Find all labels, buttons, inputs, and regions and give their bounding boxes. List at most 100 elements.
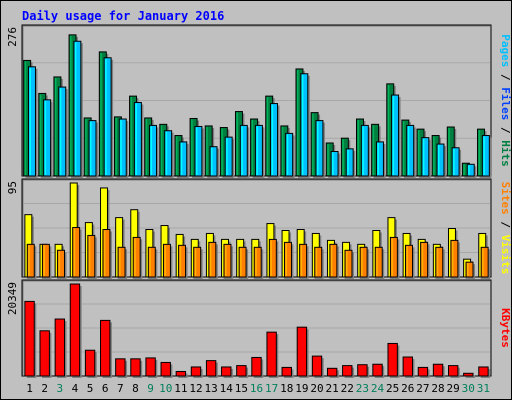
bar-sites-day-22-highlight xyxy=(346,251,348,276)
bar-kbytes-day-8-face xyxy=(130,358,141,377)
bar-sites-day-26-face xyxy=(405,244,413,278)
bar-kbytes-day-5-face xyxy=(84,349,96,377)
bar-hits-day-21-highlight xyxy=(327,143,329,175)
x-label-day-8: 8 xyxy=(132,382,139,395)
bar-visits-day-23-highlight xyxy=(358,245,361,276)
bar-pages-day-19-face xyxy=(300,73,309,177)
bar-kbytes-day-10-face xyxy=(160,361,171,377)
bar-hits-day-9-highlight xyxy=(145,118,148,175)
bar-hits-day-2-highlight xyxy=(39,94,42,175)
bar-pages-day-7 xyxy=(118,118,129,178)
bar-hits-day-18-highlight xyxy=(281,126,284,175)
bar-sites-day-17-highlight xyxy=(270,240,272,276)
x-label-day-3: 3 xyxy=(57,382,64,395)
x-label-day-25: 25 xyxy=(386,382,399,395)
x-label-day-30: 30 xyxy=(462,382,475,395)
bar-pages-day-13-face xyxy=(209,146,218,177)
bar-pages-day-29 xyxy=(451,147,462,178)
x-label-day-29: 29 xyxy=(447,382,460,395)
bar-sites-day-24 xyxy=(374,246,385,279)
bar-pages-day-22-highlight xyxy=(347,149,349,175)
bar-visits-day-17-highlight xyxy=(267,224,270,276)
plot-area: 276 Pages / Files / Hits 95 Sites / Visits 2… xyxy=(6,24,512,378)
bar-pages-day-12-highlight xyxy=(195,127,198,175)
bar-visits-day-16-highlight xyxy=(252,240,255,276)
bar-sites-day-25-face xyxy=(389,236,398,278)
bar-pages-day-17-highlight xyxy=(271,104,274,175)
bar-kbytes-day-8 xyxy=(130,358,143,378)
bar-pages-day-11-highlight xyxy=(180,142,183,175)
bar-kbytes-day-14-highlight xyxy=(222,367,225,375)
bar-pages-day-1-face xyxy=(28,66,36,177)
bar-kbytes-day-2-highlight xyxy=(41,331,43,375)
bar-pages-day-26 xyxy=(406,124,416,178)
bar-sites-day-14-highlight xyxy=(224,245,227,276)
bar-pages-day-8-face xyxy=(133,102,142,177)
bar-kbytes-day-13-highlight xyxy=(207,361,209,375)
bar-sites-day-6 xyxy=(102,229,112,279)
bar-sites-day-14 xyxy=(223,243,233,279)
bar-pages-day-3 xyxy=(58,86,68,178)
bar-kbytes-day-12-highlight xyxy=(192,367,194,375)
legend-top: Pages / Files / Hits xyxy=(499,34,512,167)
bar-kbytes-day-11-highlight xyxy=(177,372,179,375)
bar-kbytes-day-19-highlight xyxy=(298,328,300,375)
bar-sites-day-23-face xyxy=(359,246,368,278)
bar-visits-day-10-highlight xyxy=(162,226,164,276)
legend-visits: Visits xyxy=(499,235,512,275)
bar-sites-day-28 xyxy=(435,246,445,279)
bar-pages-day-25-highlight xyxy=(392,96,395,175)
bar-sites-day-26 xyxy=(405,244,415,279)
bar-pages-day-10-highlight xyxy=(165,131,168,175)
bar-kbytes-day-2-face xyxy=(39,330,50,377)
bar-kbytes-day-14-face xyxy=(221,366,232,377)
bar-pages-day-8-highlight xyxy=(135,103,137,175)
bar-sites-day-18 xyxy=(283,241,294,279)
x-axis-labels: 1 2 3 4 5 6 7 8 9 10 11 12 13 14 15 16 17 18 19 20 21 22 23 24 2… xyxy=(26,382,490,395)
bar-pages-day-14-highlight xyxy=(226,138,228,175)
bar-pages-day-1-highlight xyxy=(29,67,32,175)
bar-pages-day-3-face xyxy=(58,86,67,177)
bar-hits-day-19-highlight xyxy=(296,69,299,175)
bar-hits-day-28-highlight xyxy=(433,136,435,175)
bar-pages-day-30-face xyxy=(466,163,475,177)
bar-sites-day-19 xyxy=(299,243,309,279)
bar-hits-day-22-highlight xyxy=(342,139,344,175)
bar-pages-day-27-face xyxy=(421,137,430,177)
bar-kbytes-day-22-highlight xyxy=(343,366,346,375)
bar-pages-day-17 xyxy=(270,103,280,178)
bar-pages-day-20-face xyxy=(315,120,324,177)
bar-visits-day-21-highlight xyxy=(328,241,330,276)
bar-pages-day-24 xyxy=(375,141,386,178)
bar-visits-day-12-highlight xyxy=(192,240,194,276)
x-label-day-20: 20 xyxy=(310,382,323,395)
bar-kbytes-day-31-highlight xyxy=(479,367,482,375)
bar-pages-day-21-face xyxy=(330,151,339,177)
x-label-day-28: 28 xyxy=(431,382,444,395)
bar-pages-day-28-face xyxy=(436,143,445,177)
bar-kbytes-day-10-highlight xyxy=(162,363,164,375)
bar-sites-day-27-highlight xyxy=(421,243,424,276)
bar-kbytes-day-20-highlight xyxy=(313,357,315,375)
bar-sites-day-2-face xyxy=(41,243,50,278)
bar-pages-day-6-face xyxy=(103,57,112,177)
bar-sites-day-14-face xyxy=(223,243,232,278)
x-label-day-10: 10 xyxy=(159,382,172,395)
bar-kbytes-day-10 xyxy=(160,361,173,378)
bar-visits-day-5-highlight xyxy=(86,223,88,276)
bar-kbytes-day-23 xyxy=(357,364,370,378)
bar-pages-day-3-highlight xyxy=(59,88,62,175)
bar-kbytes-day-27 xyxy=(417,366,430,378)
bar-hits-day-1-highlight xyxy=(24,61,27,175)
bar-sites-day-6-face xyxy=(102,229,111,278)
bar-pages-day-9-highlight xyxy=(150,126,153,175)
bar-sites-day-7-face xyxy=(117,246,126,278)
bar-hits-day-27-highlight xyxy=(418,130,420,175)
bar-pages-day-12-face xyxy=(194,125,203,177)
bar-pages-day-31 xyxy=(481,135,492,178)
bar-sites-day-7 xyxy=(117,246,128,279)
x-label-day-6: 6 xyxy=(102,382,109,395)
bar-pages-day-27-highlight xyxy=(422,138,425,175)
bar-kbytes-day-9-highlight xyxy=(146,358,149,375)
bar-sites-day-5 xyxy=(87,234,97,279)
